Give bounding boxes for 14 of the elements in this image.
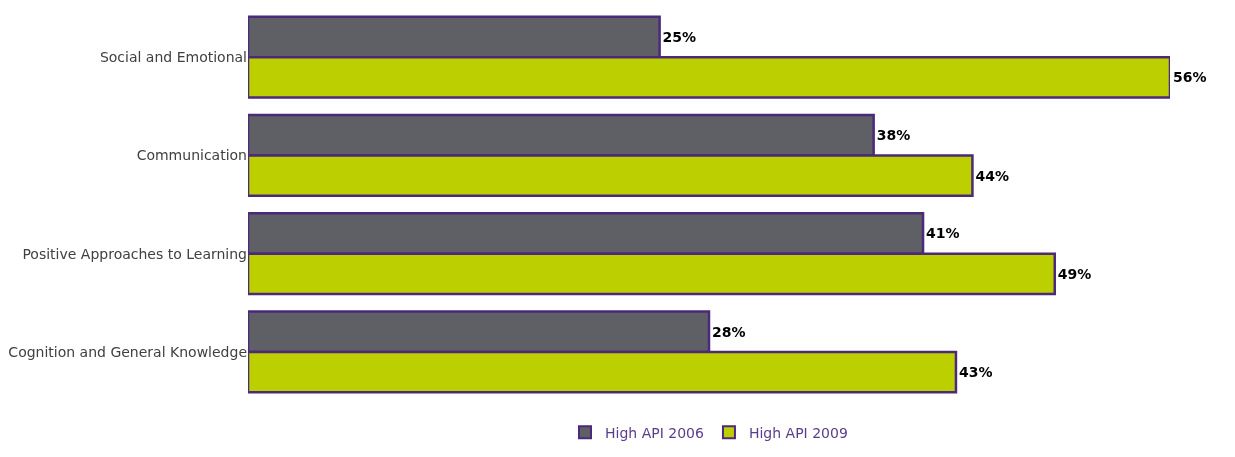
- legend-label: High API 2006: [605, 424, 704, 441]
- y-tick-label: Cognition and General Knowledge: [8, 343, 247, 360]
- y-tick-label: Social and Emotional: [99, 49, 247, 66]
- data-label: 25%: [662, 28, 697, 45]
- y-tick-label: Positive Approaches to Learning: [22, 245, 247, 262]
- data-label: 49%: [1057, 265, 1092, 282]
- y-tick-label: Communication: [136, 147, 247, 164]
- data-label: 56%: [1173, 69, 1207, 86]
- legend-label: High API 2009: [748, 424, 848, 441]
- data-label: 41%: [926, 225, 960, 242]
- data-label: 28%: [712, 323, 746, 340]
- data-label: 44%: [975, 167, 1009, 184]
- data-label: 38%: [876, 127, 911, 144]
- data-label: 43%: [958, 364, 993, 381]
